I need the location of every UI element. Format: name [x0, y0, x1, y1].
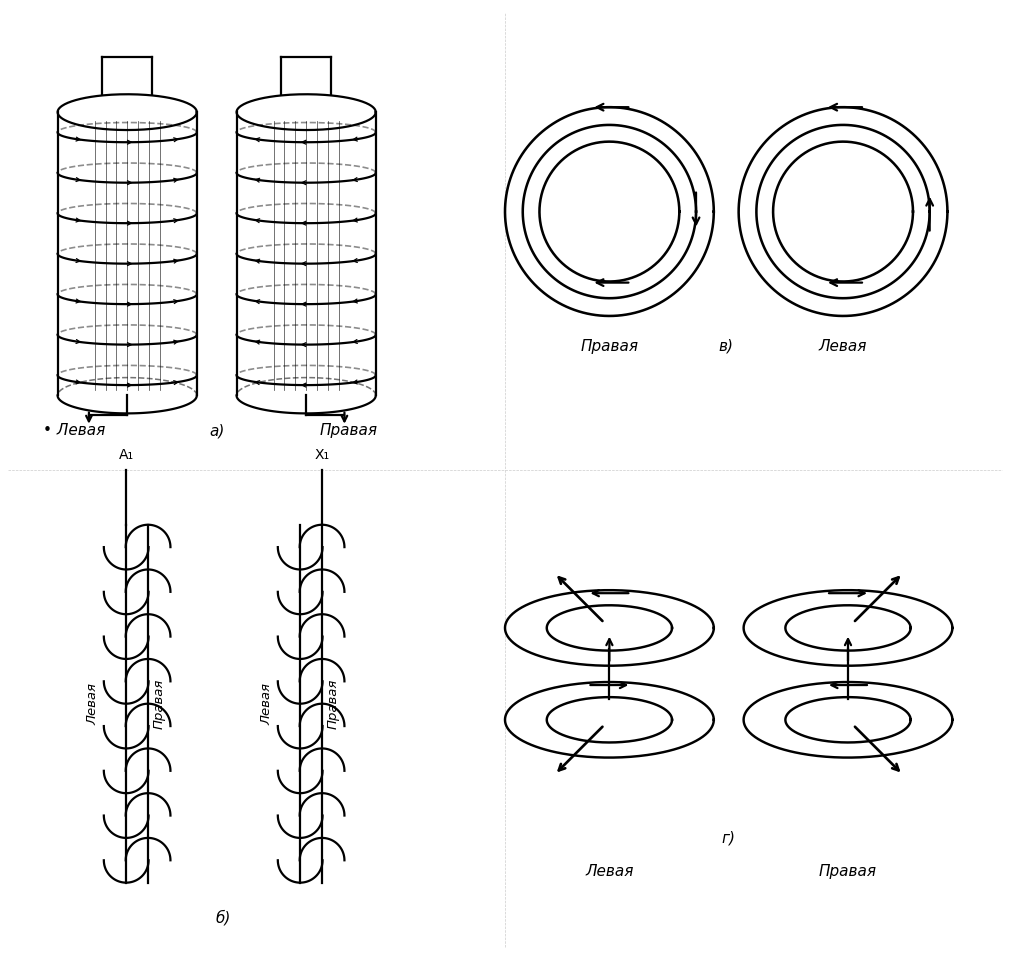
Text: Левая: Левая — [260, 683, 273, 725]
Text: г): г) — [722, 831, 735, 846]
Text: X₁: X₁ — [314, 448, 329, 462]
Text: Правая: Правая — [153, 679, 166, 729]
Text: A₁: A₁ — [118, 448, 133, 462]
Text: Левая: Левая — [86, 683, 99, 725]
Text: Правая: Правая — [320, 423, 378, 439]
Text: Правая: Правая — [819, 864, 877, 878]
Text: Левая: Левая — [819, 339, 868, 353]
Text: Левая: Левая — [585, 864, 633, 878]
Text: в): в) — [718, 339, 733, 353]
Text: б): б) — [216, 910, 231, 925]
Text: Правая: Правая — [326, 679, 339, 729]
Text: • Левая: • Левая — [43, 423, 106, 439]
Text: Правая: Правая — [581, 339, 638, 353]
Text: а): а) — [209, 423, 224, 439]
